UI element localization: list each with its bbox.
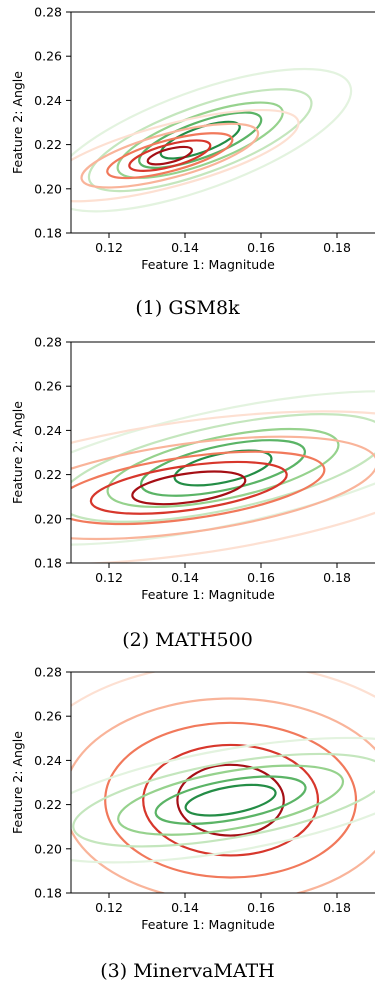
x-tick-label: 0.14 bbox=[171, 570, 199, 585]
y-tick-label: 0.22 bbox=[34, 137, 62, 152]
reds-contour-level-5 bbox=[131, 470, 247, 506]
chart-caption-2: (2) MATH500 bbox=[122, 629, 253, 651]
greens-contour-level-5 bbox=[159, 120, 241, 160]
contour-lines bbox=[71, 390, 375, 563]
x-tick-label: 0.16 bbox=[247, 240, 275, 255]
x-tick-label: 0.14 bbox=[171, 240, 199, 255]
reds-contour-level-5 bbox=[176, 763, 285, 837]
y-tick-label: 0.20 bbox=[34, 511, 62, 526]
contour-chart-3: 0.12 0.14 0.16 0.18 0.18 0.20 0.22 0.24 0.26 0.28… bbox=[10, 665, 375, 932]
y-tick-label: 0.22 bbox=[34, 797, 62, 812]
greens-contour-level-3 bbox=[106, 427, 340, 509]
x-tick-label: 0.12 bbox=[95, 240, 123, 255]
x-tick-label: 0.18 bbox=[323, 900, 351, 915]
contour-chart-1: 0.12 0.14 0.16 0.18 0.18 0.20 0.22 0.24 0.26 0.28… bbox=[10, 5, 375, 272]
greens-contour-level-5 bbox=[184, 783, 277, 817]
reds-contour-level-3 bbox=[104, 721, 358, 879]
y-tick-label: 0.26 bbox=[34, 379, 62, 394]
y-tick-label: 0.28 bbox=[34, 335, 62, 350]
y-tick-label: 0.20 bbox=[34, 181, 62, 196]
x-tick-label: 0.16 bbox=[247, 900, 275, 915]
chart-panel-gsm8k: 0.12 0.14 0.16 0.18 0.18 0.20 0.22 0.24 0.26 0.28… bbox=[0, 0, 375, 305]
reds-contour-level-4 bbox=[128, 139, 212, 172]
chart-panel-minervamath: 0.12 0.14 0.16 0.18 0.18 0.20 0.22 0.24 0.26 0.28… bbox=[0, 660, 375, 965]
contour-lines bbox=[71, 67, 353, 213]
y-axis-label: Feature 2: Angle bbox=[10, 401, 25, 504]
y-tick-label: 0.18 bbox=[34, 226, 62, 241]
reds-contour-level-1 bbox=[71, 108, 300, 203]
greens-contour-level-2 bbox=[71, 413, 375, 523]
reds-contour-level-4 bbox=[89, 460, 288, 515]
y-tick-label: 0.24 bbox=[34, 93, 62, 108]
x-tick-label: 0.18 bbox=[323, 240, 351, 255]
x-tick-label: 0.12 bbox=[95, 900, 123, 915]
y-tick-label: 0.18 bbox=[34, 556, 62, 571]
contour-lines bbox=[71, 672, 375, 893]
greens-contour-level-2 bbox=[87, 88, 313, 193]
x-tick-label: 0.12 bbox=[95, 570, 123, 585]
reds-contour-level-4 bbox=[142, 743, 320, 857]
y-tick-label: 0.24 bbox=[34, 423, 62, 438]
greens-contour-level-1 bbox=[71, 736, 375, 864]
y-tick-label: 0.26 bbox=[34, 709, 62, 724]
x-axis-label: Feature 1: Magnitude bbox=[141, 257, 275, 272]
x-axis-label: Feature 1: Magnitude bbox=[141, 917, 275, 932]
y-tick-label: 0.28 bbox=[34, 665, 62, 680]
greens-contour-level-1 bbox=[71, 67, 353, 213]
greens-contour-level-4 bbox=[154, 775, 307, 825]
reds-contour-level-5 bbox=[146, 145, 193, 166]
chart-caption-3: (3) MinervaMATH bbox=[100, 960, 275, 982]
y-tick-label: 0.24 bbox=[34, 753, 62, 768]
chart-caption-1: (1) GSM8k bbox=[135, 297, 240, 319]
y-axis-label: Feature 2: Angle bbox=[10, 731, 25, 834]
chart-panel-math500: 0.12 0.14 0.16 0.18 0.18 0.20 0.22 0.24 0.26 0.28… bbox=[0, 330, 375, 635]
y-tick-label: 0.22 bbox=[34, 467, 62, 482]
x-tick-label: 0.18 bbox=[323, 570, 351, 585]
greens-contour-level-4 bbox=[138, 111, 263, 169]
greens-contour-level-2 bbox=[72, 752, 375, 848]
x-tick-label: 0.14 bbox=[171, 900, 199, 915]
y-axis-label: Feature 2: Angle bbox=[10, 71, 25, 174]
x-tick-label: 0.16 bbox=[247, 570, 275, 585]
reds-contour-level-3 bbox=[106, 132, 234, 180]
reds-contour-level-1 bbox=[71, 410, 375, 563]
reds-contour-level-2 bbox=[71, 435, 375, 541]
y-tick-label: 0.18 bbox=[34, 886, 62, 901]
x-axis-label: Feature 1: Magnitude bbox=[141, 587, 275, 602]
reds-contour-level-2 bbox=[71, 697, 375, 893]
reds-contour-level-2 bbox=[80, 122, 260, 189]
y-tick-label: 0.26 bbox=[34, 49, 62, 64]
greens-contour-level-3 bbox=[116, 101, 284, 179]
greens-contour-level-3 bbox=[117, 764, 345, 836]
contour-chart-2: 0.12 0.14 0.16 0.18 0.18 0.20 0.22 0.24 0.26 0.28… bbox=[10, 335, 375, 602]
y-tick-label: 0.28 bbox=[34, 5, 62, 20]
reds-contour-level-3 bbox=[71, 450, 326, 526]
y-tick-label: 0.20 bbox=[34, 841, 62, 856]
